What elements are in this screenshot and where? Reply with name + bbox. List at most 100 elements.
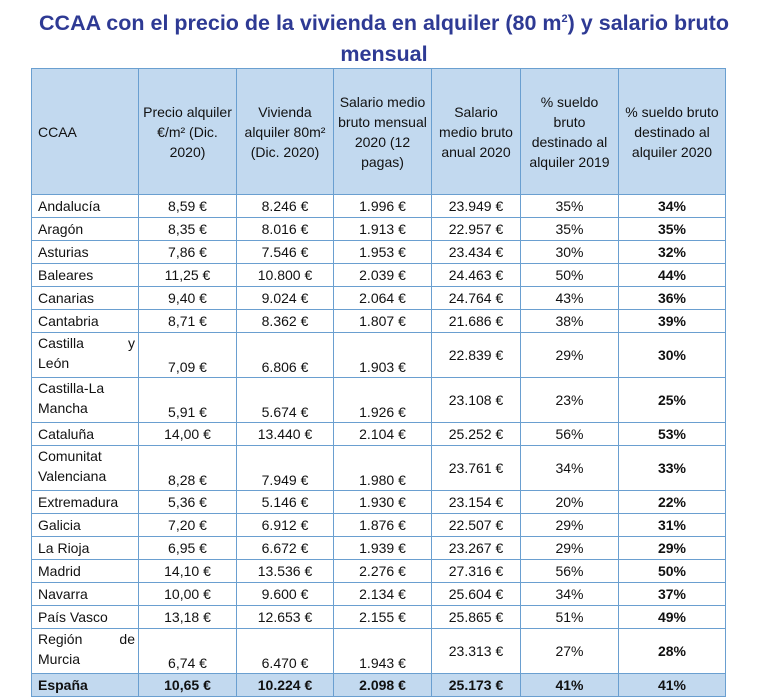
cell-precio: 14,10 €: [138, 559, 237, 583]
table-row: Comunitat Valenciana 8,28 € 7.949 € 1.98…: [31, 445, 726, 491]
cell-vivienda: 6.806 €: [236, 332, 334, 378]
cell-precio: 14,00 €: [138, 422, 237, 446]
cell-ccaa: Región de Murcia: [31, 628, 139, 674]
cell-mensual: 2.104 €: [333, 422, 432, 446]
total-row: España 10,65 € 10.224 € 2.098 € 25.173 €…: [31, 673, 726, 697]
cell-pct-2020: 50%: [618, 559, 726, 583]
ccaa-line-2: León: [38, 355, 70, 371]
header-vivienda: Vivienda alquiler 80m² (Dic. 2020): [236, 68, 334, 195]
cell-anual: 23.434 €: [431, 240, 521, 264]
cell-pct-2019: 50%: [520, 263, 619, 287]
cell-precio: 11,25 €: [138, 263, 237, 287]
page-title: CCAA con el precio de la vivienda en alq…: [0, 4, 768, 70]
cell-precio: 8,71 €: [138, 309, 237, 333]
header-salario-mensual: Salario medio bruto mensual 2020 (12 pag…: [333, 68, 432, 195]
cell-ccaa: Asturias: [31, 240, 139, 264]
cell-ccaa: Castilla-La Mancha: [31, 377, 139, 423]
cell-ccaa: Baleares: [31, 263, 139, 287]
cell-pct-2019: 23%: [520, 377, 619, 423]
table-row: Madrid 14,10 € 13.536 € 2.276 € 27.316 €…: [31, 559, 726, 583]
rent-salary-table: CCAA Precio alquiler €/m² (Dic. 2020) Vi…: [31, 68, 726, 697]
cell-precio: 6,74 €: [138, 628, 237, 674]
cell-mensual: 2.155 €: [333, 605, 432, 629]
ccaa-line-1: Comunitat: [38, 448, 102, 464]
table-row: Baleares 11,25 € 10.800 € 2.039 € 24.463…: [31, 263, 726, 287]
cell-ccaa: Castilla y León: [31, 332, 139, 378]
cell-ccaa: Cantabria: [31, 309, 139, 333]
table-header-row: CCAA Precio alquiler €/m² (Dic. 2020) Vi…: [31, 68, 726, 195]
cell-precio: 5,91 €: [138, 377, 237, 423]
cell-vivienda: 5.146 €: [236, 490, 334, 514]
cell-anual: 21.686 €: [431, 309, 521, 333]
cell-pct-2019: 29%: [520, 536, 619, 560]
header-precio: Precio alquiler €/m² (Dic. 2020): [138, 68, 237, 195]
cell-anual: 25.173 €: [431, 673, 521, 697]
cell-pct-2020: 53%: [618, 422, 726, 446]
cell-anual: 24.463 €: [431, 263, 521, 287]
cell-pct-2020: 37%: [618, 582, 726, 606]
cell-mensual: 2.064 €: [333, 286, 432, 310]
table-row: Cataluña 14,00 € 13.440 € 2.104 € 25.252…: [31, 422, 726, 446]
ccaa-line-1: Castilla-La: [38, 380, 105, 396]
cell-pct-2020: 32%: [618, 240, 726, 264]
ccaa-word: Región: [38, 631, 83, 647]
cell-anual: 23.313 €: [431, 628, 521, 674]
cell-anual: 23.761 €: [431, 445, 521, 491]
cell-pct-2020: 39%: [618, 309, 726, 333]
table-row: Galicia 7,20 € 6.912 € 1.876 € 22.507 € …: [31, 513, 726, 537]
cell-anual: 25.604 €: [431, 582, 521, 606]
cell-vivienda: 5.674 €: [236, 377, 334, 423]
cell-pct-2019: 29%: [520, 513, 619, 537]
cell-ccaa: Canarias: [31, 286, 139, 310]
cell-vivienda: 9.600 €: [236, 582, 334, 606]
cell-pct-2020: 28%: [618, 628, 726, 674]
cell-vivienda: 7.546 €: [236, 240, 334, 264]
cell-anual: 22.839 €: [431, 332, 521, 378]
cell-mensual: 1.903 €: [333, 332, 432, 378]
cell-precio: 10,65 €: [138, 673, 237, 697]
cell-ccaa: Navarra: [31, 582, 139, 606]
cell-ccaa: Andalucía: [31, 194, 139, 218]
table-row: Canarias 9,40 € 9.024 € 2.064 € 24.764 €…: [31, 286, 726, 310]
header-pct-2020: % sueldo bruto destinado al alquiler 202…: [618, 68, 726, 195]
cell-pct-2020: 36%: [618, 286, 726, 310]
cell-pct-2019: 30%: [520, 240, 619, 264]
cell-anual: 23.108 €: [431, 377, 521, 423]
cell-pct-2019: 41%: [520, 673, 619, 697]
cell-mensual: 2.039 €: [333, 263, 432, 287]
table-row: Aragón 8,35 € 8.016 € 1.913 € 22.957 € 3…: [31, 217, 726, 241]
cell-precio: 5,36 €: [138, 490, 237, 514]
cell-ccaa: Comunitat Valenciana: [31, 445, 139, 491]
cell-precio: 8,28 €: [138, 445, 237, 491]
cell-precio: 7,20 €: [138, 513, 237, 537]
cell-mensual: 1.913 €: [333, 217, 432, 241]
cell-pct-2019: 35%: [520, 217, 619, 241]
cell-pct-2019: 38%: [520, 309, 619, 333]
cell-precio: 8,35 €: [138, 217, 237, 241]
cell-mensual: 2.098 €: [333, 673, 432, 697]
cell-ccaa: Madrid: [31, 559, 139, 583]
cell-mensual: 1.939 €: [333, 536, 432, 560]
cell-vivienda: 10.224 €: [236, 673, 334, 697]
cell-pct-2020: 31%: [618, 513, 726, 537]
ccaa-line-2: Murcia: [38, 651, 81, 667]
cell-mensual: 1.953 €: [333, 240, 432, 264]
cell-mensual: 1.980 €: [333, 445, 432, 491]
cell-mensual: 1.876 €: [333, 513, 432, 537]
table-row: Castilla y León 7,09 € 6.806 € 1.903 € 22…: [31, 332, 726, 378]
cell-ccaa: España: [31, 673, 139, 697]
cell-vivienda: 8.246 €: [236, 194, 334, 218]
title-part1: CCAA con el precio de la vivienda en alq…: [39, 11, 562, 36]
cell-vivienda: 8.016 €: [236, 217, 334, 241]
title-superscript: 2: [561, 13, 568, 25]
table-row: Región de Murcia 6,74 € 6.470 € 1.943 € 2…: [31, 628, 726, 674]
cell-ccaa: Extremadura: [31, 490, 139, 514]
cell-anual: 23.154 €: [431, 490, 521, 514]
cell-anual: 23.267 €: [431, 536, 521, 560]
header-salario-anual: Salario medio bruto anual 2020: [431, 68, 521, 195]
cell-precio: 10,00 €: [138, 582, 237, 606]
cell-anual: 27.316 €: [431, 559, 521, 583]
cell-pct-2020: 33%: [618, 445, 726, 491]
cell-pct-2020: 30%: [618, 332, 726, 378]
cell-mensual: 2.134 €: [333, 582, 432, 606]
